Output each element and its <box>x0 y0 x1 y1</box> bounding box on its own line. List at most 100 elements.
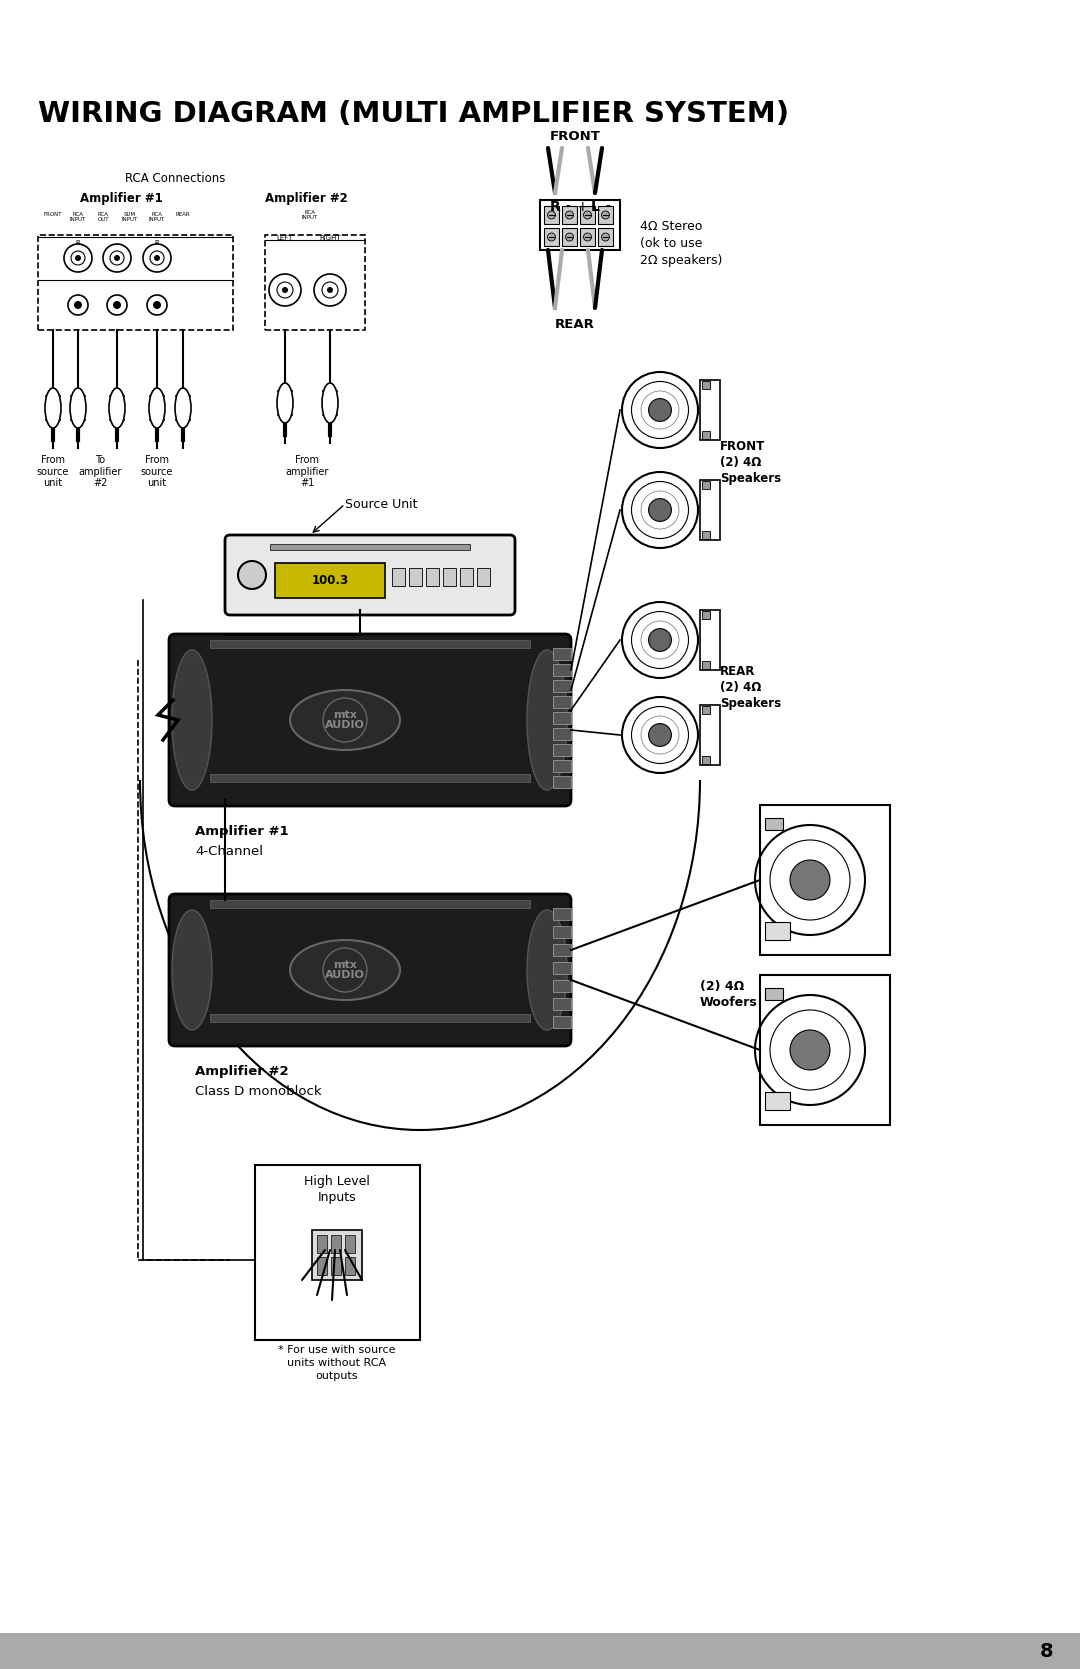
Circle shape <box>789 860 831 900</box>
Bar <box>702 481 710 489</box>
Bar <box>540 200 620 250</box>
Ellipse shape <box>109 387 125 427</box>
Bar <box>765 988 783 1000</box>
Text: From
source
unit: From source unit <box>140 456 173 489</box>
Bar <box>345 1235 355 1253</box>
Bar <box>562 229 577 245</box>
Bar <box>426 567 438 586</box>
Bar <box>700 609 720 669</box>
Circle shape <box>583 234 592 240</box>
Text: FRONT: FRONT <box>44 212 63 217</box>
Text: REAR: REAR <box>555 319 595 330</box>
Circle shape <box>282 287 288 294</box>
Text: -: - <box>566 200 570 214</box>
Text: High Level
Inputs: High Level Inputs <box>305 1175 370 1203</box>
Bar <box>700 481 720 541</box>
Circle shape <box>602 210 609 219</box>
Bar <box>443 567 456 586</box>
Bar <box>765 921 789 940</box>
Bar <box>553 961 571 975</box>
Circle shape <box>602 234 609 240</box>
Text: LEFT: LEFT <box>276 235 293 240</box>
Bar <box>598 229 613 245</box>
Bar <box>562 205 577 224</box>
Text: Amplifier #1: Amplifier #1 <box>80 192 163 205</box>
Text: 4-Channel: 4-Channel <box>195 845 264 858</box>
Text: -: - <box>606 200 610 214</box>
Text: 100.3: 100.3 <box>311 574 349 587</box>
Bar <box>255 1165 420 1340</box>
Bar <box>760 975 890 1125</box>
FancyBboxPatch shape <box>225 536 515 614</box>
Bar <box>580 205 595 224</box>
Bar <box>553 1016 571 1028</box>
Bar <box>702 661 710 669</box>
Bar <box>392 567 405 586</box>
Text: mtx
AUDIO: mtx AUDIO <box>325 709 365 731</box>
Text: +: + <box>577 200 588 214</box>
Text: Amplifier #2: Amplifier #2 <box>265 192 348 205</box>
Bar <box>702 431 710 439</box>
Text: R: R <box>154 240 160 245</box>
Bar <box>553 679 571 693</box>
Bar <box>544 229 559 245</box>
Circle shape <box>153 300 161 309</box>
Bar <box>544 205 559 224</box>
Circle shape <box>649 629 672 651</box>
Circle shape <box>327 287 333 294</box>
Bar <box>553 908 571 920</box>
Text: RCA
INPUT: RCA INPUT <box>149 212 165 222</box>
Text: (2) 4Ω
Woofers: (2) 4Ω Woofers <box>700 980 758 1010</box>
Text: SUM
INPUT: SUM INPUT <box>122 212 138 222</box>
Circle shape <box>114 255 120 260</box>
Bar <box>553 728 571 739</box>
FancyBboxPatch shape <box>168 634 571 806</box>
Bar <box>553 713 571 724</box>
Ellipse shape <box>527 910 567 1030</box>
Circle shape <box>566 234 573 240</box>
Bar <box>553 998 571 1010</box>
Bar <box>345 1257 355 1275</box>
Text: mtx
AUDIO: mtx AUDIO <box>325 960 365 980</box>
Bar <box>553 759 571 773</box>
Bar <box>598 205 613 224</box>
Text: RIGHT: RIGHT <box>320 235 341 240</box>
Circle shape <box>75 255 81 260</box>
Bar <box>318 1257 327 1275</box>
Ellipse shape <box>291 940 400 1000</box>
Bar <box>765 1092 789 1110</box>
Bar <box>760 804 890 955</box>
Bar <box>553 696 571 708</box>
Bar <box>765 818 783 829</box>
Circle shape <box>789 1030 831 1070</box>
Bar <box>553 980 571 991</box>
Bar <box>553 648 571 659</box>
Text: L: L <box>591 200 599 214</box>
Text: RCA
OUT: RCA OUT <box>97 212 109 222</box>
Ellipse shape <box>527 649 567 789</box>
Text: From
amplifier
#1: From amplifier #1 <box>285 456 328 489</box>
Bar <box>477 567 490 586</box>
Bar <box>0 1632 1080 1669</box>
Text: Class D monoblock: Class D monoblock <box>195 1085 322 1098</box>
Text: RCA
INPUT: RCA INPUT <box>302 210 319 220</box>
Text: REAR
(2) 4Ω
Speakers: REAR (2) 4Ω Speakers <box>720 664 781 709</box>
Circle shape <box>238 561 266 589</box>
Bar <box>553 664 571 676</box>
Text: R: R <box>76 240 80 245</box>
Bar <box>318 1235 327 1253</box>
Circle shape <box>154 255 160 260</box>
Bar <box>553 744 571 756</box>
Circle shape <box>566 210 573 219</box>
Bar <box>700 381 720 441</box>
Bar <box>702 611 710 619</box>
Bar <box>210 900 530 908</box>
Bar <box>702 706 710 714</box>
Bar <box>312 1230 362 1280</box>
Bar <box>702 381 710 389</box>
Text: RCA
INPUT: RCA INPUT <box>70 212 86 222</box>
Text: Amplifier #2: Amplifier #2 <box>195 1065 288 1078</box>
Bar <box>330 1257 341 1275</box>
Bar <box>553 926 571 938</box>
Bar <box>275 562 384 598</box>
